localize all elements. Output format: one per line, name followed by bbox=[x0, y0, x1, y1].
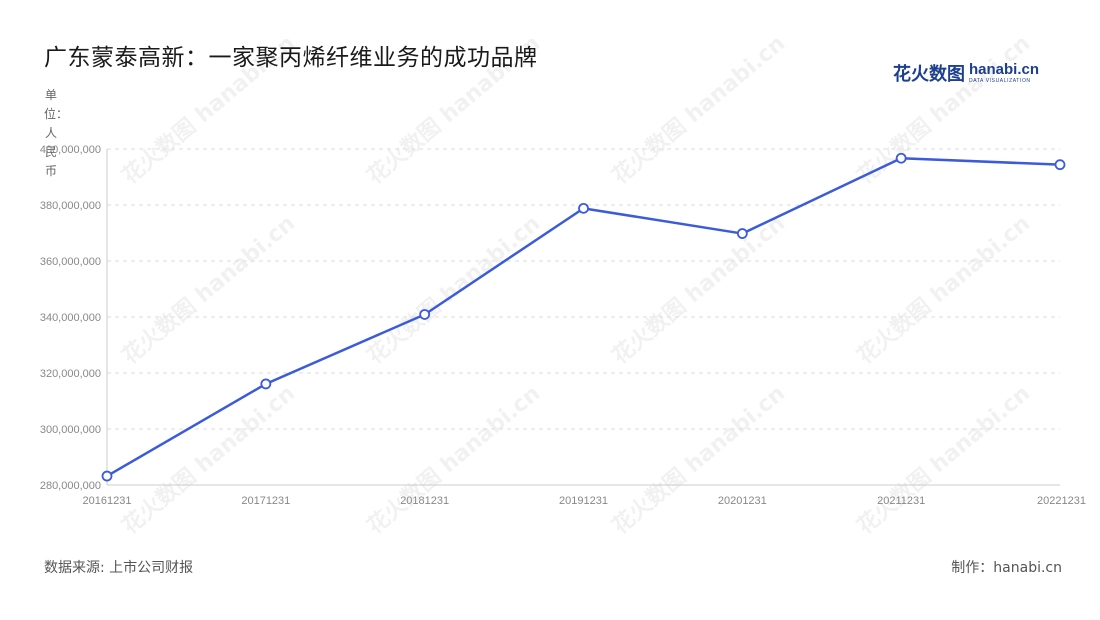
watermark: 花火数图 hanabi.cn bbox=[362, 210, 545, 369]
x-tick-label: 20181231 bbox=[400, 495, 449, 507]
x-tick-label: 20211231 bbox=[877, 495, 925, 507]
y-tick-label: 400,000,000 bbox=[40, 144, 101, 156]
data-point bbox=[260, 378, 272, 390]
x-tick-label: 20191231 bbox=[559, 495, 608, 507]
watermark: 花火数图 hanabi.cn bbox=[852, 380, 1035, 539]
watermark: 花火数图 hanabi.cn bbox=[607, 380, 790, 539]
y-tick-labels: 280,000,000 300,000,000 320,000,000 340,000… bbox=[40, 144, 101, 492]
brand-logo: 花火数图 hanabi.cn DATA VISUALIZATION bbox=[893, 60, 1039, 86]
watermark: 花火数图 hanabi.cn bbox=[607, 210, 790, 369]
axes bbox=[106, 149, 1060, 486]
logo-text-group: hanabi.cn DATA VISUALIZATION bbox=[969, 62, 1039, 84]
data-point bbox=[736, 228, 748, 239]
watermark: 花火数图 hanabi.cn bbox=[607, 30, 790, 189]
x-tick-label: 20161231 bbox=[83, 495, 132, 507]
chart-title: 广东蒙泰高新：一家聚丙烯纤维业务的成功品牌 bbox=[44, 45, 538, 71]
watermark: 花火数图 hanabi.cn bbox=[117, 210, 300, 369]
watermark: 花火数图 hanabi.cn bbox=[852, 210, 1035, 369]
watermark: 花火数图 hanabi.cn bbox=[117, 30, 300, 189]
watermark: 花火数图 hanabi.cn bbox=[852, 30, 1035, 189]
data-point bbox=[419, 309, 431, 320]
y-tick-label: 360,000,000 bbox=[40, 256, 101, 268]
watermark: 花火数图 hanabi.cn bbox=[362, 30, 545, 189]
x-tick-label: 20201231 bbox=[718, 495, 767, 507]
y-tick-label: 280,000,000 bbox=[40, 480, 101, 492]
x-tick-label: 20221231 bbox=[1037, 495, 1086, 507]
watermark-layer: 花火数图 hanabi.cn 花火数图 hanabi.cn 花火数图 hanabi.… bbox=[117, 30, 1035, 539]
logo-subtext: DATA VISUALIZATION bbox=[969, 78, 1031, 84]
maker-credit: 制作：hanabi.cn bbox=[951, 560, 1062, 576]
x-tick-label: 20171231 bbox=[241, 495, 290, 507]
grid-lines bbox=[107, 148, 1060, 430]
y-tick-label: 300,000,000 bbox=[40, 424, 101, 436]
watermark: 花火数图 hanabi.cn bbox=[362, 380, 545, 539]
series-layer bbox=[101, 152, 1066, 482]
data-point bbox=[895, 152, 907, 164]
data-point bbox=[101, 470, 113, 482]
y-tick-label: 380,000,000 bbox=[40, 200, 101, 212]
logo-text-cn: 花火数图 bbox=[893, 64, 965, 85]
y-tick-label: 340,000,000 bbox=[40, 312, 101, 324]
x-tick-labels: 20161231 20171231 20181231 20191231 20201231… bbox=[83, 495, 1086, 507]
data-point bbox=[578, 202, 589, 214]
data-point bbox=[1054, 159, 1066, 171]
watermark: 花火数图 hanabi.cn bbox=[117, 380, 300, 539]
logo-text-en: hanabi.cn bbox=[969, 61, 1040, 78]
y-tick-label: 320,000,000 bbox=[40, 368, 101, 380]
data-source: 数据来源: 上市公司财报 bbox=[44, 560, 194, 576]
